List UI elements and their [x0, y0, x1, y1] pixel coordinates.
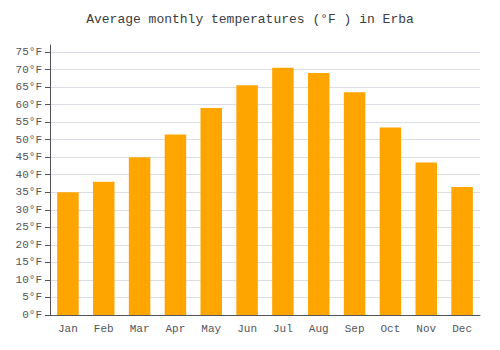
- svg-text:20°F: 20°F: [16, 239, 42, 251]
- svg-text:0°F: 0°F: [22, 309, 42, 321]
- svg-text:Mar: Mar: [130, 323, 150, 335]
- svg-text:Average monthly temperatures (: Average monthly temperatures (°F ) in Er…: [86, 12, 414, 27]
- svg-text:Jul: Jul: [273, 323, 293, 335]
- svg-text:65°F: 65°F: [16, 81, 42, 93]
- svg-text:45°F: 45°F: [16, 151, 42, 163]
- svg-text:Aug: Aug: [309, 323, 329, 335]
- svg-text:Nov: Nov: [416, 323, 436, 335]
- svg-text:40°F: 40°F: [16, 169, 42, 181]
- svg-text:15°F: 15°F: [16, 256, 42, 268]
- svg-text:Jun: Jun: [237, 323, 257, 335]
- svg-text:Feb: Feb: [94, 323, 114, 335]
- svg-text:May: May: [201, 323, 221, 335]
- svg-text:55°F: 55°F: [16, 116, 42, 128]
- svg-text:Oct: Oct: [381, 323, 401, 335]
- svg-text:30°F: 30°F: [16, 204, 42, 216]
- svg-text:60°F: 60°F: [16, 99, 42, 111]
- svg-text:5°F: 5°F: [22, 291, 42, 303]
- svg-text:Dec: Dec: [452, 323, 472, 335]
- svg-text:Sep: Sep: [345, 323, 365, 335]
- svg-text:50°F: 50°F: [16, 134, 42, 146]
- svg-text:25°F: 25°F: [16, 221, 42, 233]
- svg-text:35°F: 35°F: [16, 186, 42, 198]
- svg-text:75°F: 75°F: [16, 46, 42, 58]
- svg-text:10°F: 10°F: [16, 274, 42, 286]
- svg-text:70°F: 70°F: [16, 64, 42, 76]
- svg-text:Apr: Apr: [166, 323, 186, 335]
- svg-text:Jan: Jan: [58, 323, 78, 335]
